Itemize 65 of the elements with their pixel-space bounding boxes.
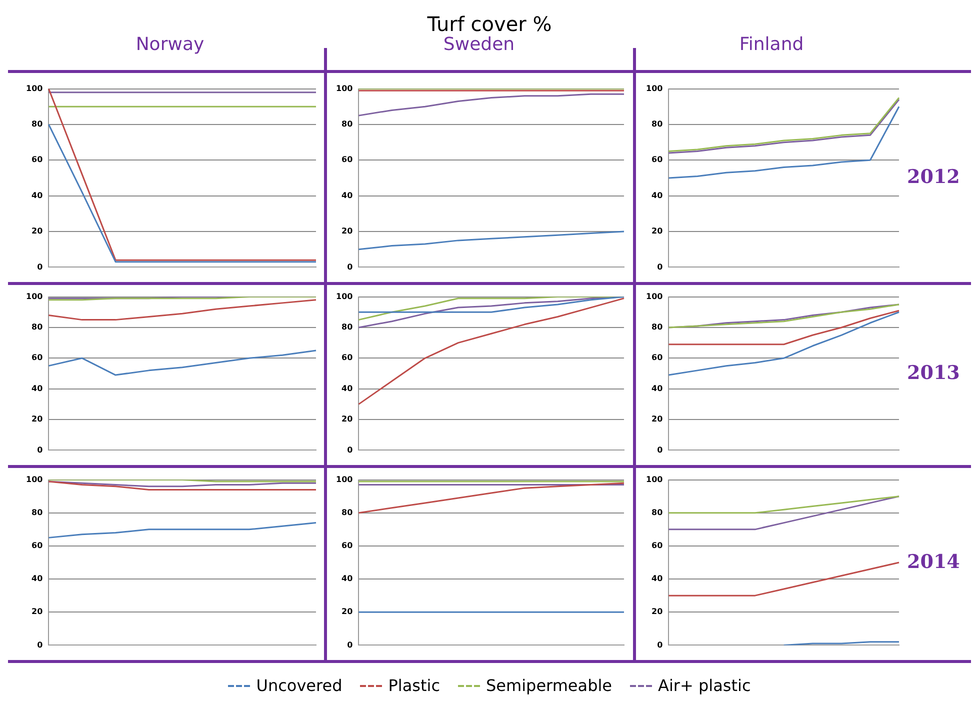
y-tick-label: 20 bbox=[652, 607, 664, 616]
y-tick-label: 100 bbox=[646, 292, 664, 301]
y-tick-label: 80 bbox=[652, 508, 664, 517]
y-tick-label: 40 bbox=[652, 384, 664, 393]
y-tick-label: 20 bbox=[32, 607, 44, 616]
text: 2014 bbox=[907, 550, 960, 572]
y-tick-label: 60 bbox=[652, 155, 664, 164]
legend-label: Air+ plastic bbox=[658, 676, 751, 695]
y-tick-label: 20 bbox=[652, 226, 664, 236]
y-tick-label: 60 bbox=[652, 541, 664, 550]
y-tick-label: 0 bbox=[657, 262, 664, 272]
y-tick-label: 0 bbox=[347, 445, 354, 454]
y-tick-label: 0 bbox=[347, 262, 354, 272]
chart-title: Sweden bbox=[442, 34, 516, 55]
y-tick-label: 60 bbox=[342, 353, 354, 362]
y-tick-label: 0 bbox=[657, 640, 664, 650]
y-tick-label: 60 bbox=[652, 353, 664, 362]
y-tick-label: 100 bbox=[336, 292, 354, 301]
y-tick-label: 100 bbox=[336, 474, 354, 484]
y-tick-label: 0 bbox=[37, 262, 44, 272]
y-tick-label: 0 bbox=[37, 445, 44, 454]
y-tick-label: 20 bbox=[342, 226, 354, 236]
y-tick-label: 0 bbox=[37, 640, 44, 650]
legend-label: Semipermeable bbox=[486, 676, 612, 695]
y-tick-label: 80 bbox=[342, 120, 354, 129]
y-tick-label: 100 bbox=[646, 84, 664, 93]
y-tick-label: 100 bbox=[646, 474, 664, 484]
y-tick-label: 20 bbox=[32, 414, 44, 424]
y-tick-label: 80 bbox=[32, 120, 44, 129]
y-tick-label: 60 bbox=[32, 353, 44, 362]
legend-label: Plastic bbox=[388, 676, 440, 695]
text: 2013 bbox=[907, 362, 960, 384]
y-tick-label: 20 bbox=[652, 414, 664, 424]
y-tick-label: 80 bbox=[342, 322, 354, 332]
text: 2012 bbox=[907, 166, 960, 188]
y-tick-label: 100 bbox=[26, 84, 44, 93]
y-tick-label: 40 bbox=[32, 190, 44, 200]
y-tick-label: 100 bbox=[26, 474, 44, 484]
y-tick-label: 0 bbox=[347, 640, 354, 650]
y-tick-label: 80 bbox=[342, 508, 354, 517]
y-tick-label: 100 bbox=[26, 292, 44, 301]
y-tick-label: 100 bbox=[336, 84, 354, 93]
y-tick-label: 80 bbox=[32, 508, 44, 517]
y-tick-label: 60 bbox=[342, 541, 354, 550]
y-tick-label: 40 bbox=[342, 384, 354, 393]
y-tick-label: 60 bbox=[32, 541, 44, 550]
y-tick-label: 80 bbox=[652, 322, 664, 332]
y-tick-label: 40 bbox=[32, 384, 44, 393]
y-tick-label: 40 bbox=[32, 574, 44, 584]
y-tick-label: 40 bbox=[342, 190, 354, 200]
y-tick-label: 20 bbox=[342, 414, 354, 424]
y-tick-label: 20 bbox=[32, 226, 44, 236]
y-tick-label: 40 bbox=[342, 574, 354, 584]
y-tick-label: 0 bbox=[657, 445, 664, 454]
y-tick-label: 20 bbox=[342, 607, 354, 616]
y-tick-label: 60 bbox=[342, 155, 354, 164]
text: Turf cover % bbox=[427, 12, 552, 36]
y-tick-label: 80 bbox=[652, 120, 664, 129]
chart-title: Finland bbox=[738, 34, 805, 55]
y-tick-label: 80 bbox=[32, 322, 44, 332]
y-tick-label: 40 bbox=[652, 574, 664, 584]
chart-title: Norway bbox=[134, 34, 206, 55]
legend-label: Uncovered bbox=[256, 676, 342, 695]
y-tick-label: 60 bbox=[32, 155, 44, 164]
y-tick-label: 40 bbox=[652, 190, 664, 200]
